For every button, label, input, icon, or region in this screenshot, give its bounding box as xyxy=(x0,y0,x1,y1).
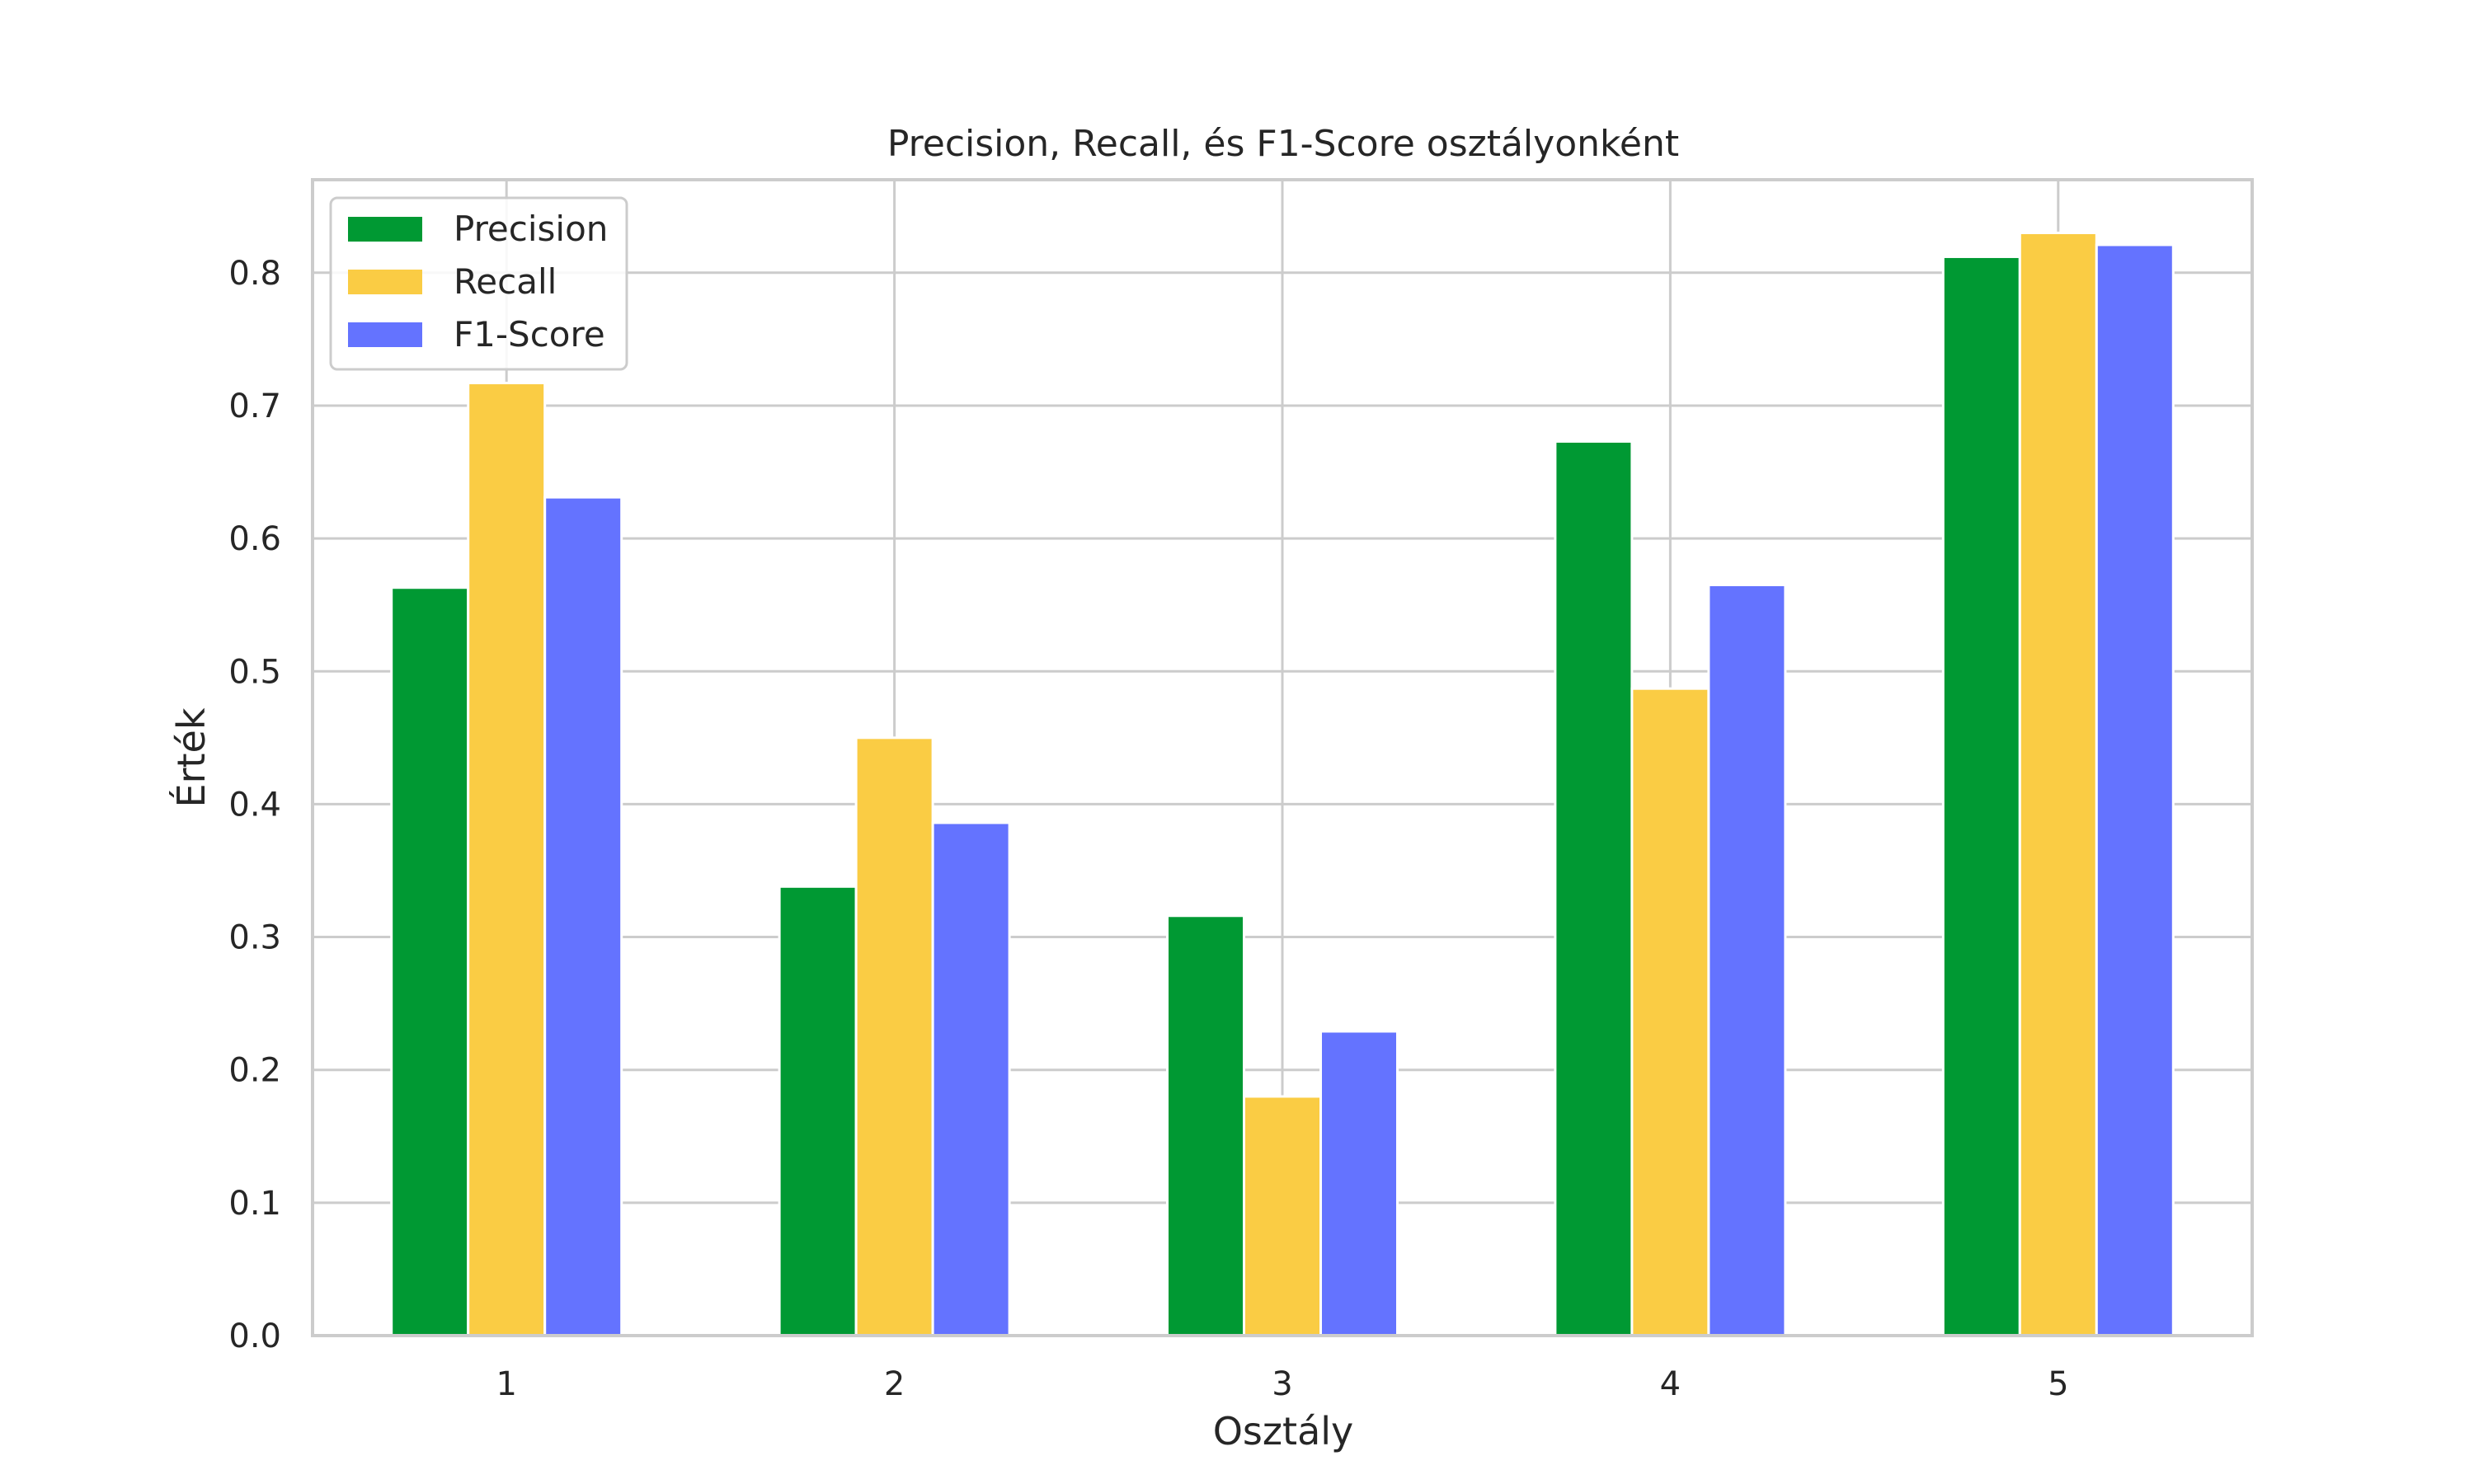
bar-f1-score-4 xyxy=(1707,584,1787,1337)
bar-f1-score-5 xyxy=(2095,243,2175,1337)
plot-frame xyxy=(311,178,2254,1337)
y-tick-label: 0.2 xyxy=(228,1052,281,1090)
legend-label: F1-Score xyxy=(454,314,605,355)
bar-precision-2 xyxy=(778,885,858,1337)
x-tick-label: 2 xyxy=(884,1365,905,1403)
legend-swatch xyxy=(348,322,422,347)
legend-label: Recall xyxy=(454,261,557,302)
legend-label: Precision xyxy=(454,209,608,249)
x-tick-label: 5 xyxy=(2048,1365,2068,1403)
x-tick-label: 1 xyxy=(496,1365,516,1403)
y-tick-label: 0.0 xyxy=(228,1317,281,1355)
bar-f1-score-2 xyxy=(931,821,1011,1337)
y-tick-label: 0.4 xyxy=(228,786,281,824)
y-tick-label: 0.8 xyxy=(228,255,281,293)
y-tick-label: 0.1 xyxy=(228,1185,281,1223)
bar-recall-2 xyxy=(854,736,934,1337)
bar-f1-score-3 xyxy=(1319,1030,1399,1337)
bar-precision-1 xyxy=(390,586,470,1337)
bar-recall-4 xyxy=(1630,687,1710,1337)
bar-precision-3 xyxy=(1166,914,1245,1337)
y-tick-label: 0.7 xyxy=(228,387,281,425)
x-tick-label: 4 xyxy=(1660,1365,1681,1403)
bar-f1-score-1 xyxy=(543,495,623,1337)
bar-recall-3 xyxy=(1243,1095,1322,1337)
legend-swatch xyxy=(348,270,422,294)
bar-recall-1 xyxy=(467,382,547,1337)
y-tick-label: 0.5 xyxy=(228,653,281,691)
tick-labels: 0.0 0.1 0.2 0.3 0.4 0.5 0.6 0.7 0.8 1 2 3 4 5 xyxy=(228,255,2068,1403)
legend: Precision Recall F1-Score xyxy=(329,196,628,371)
x-tick-label: 3 xyxy=(1272,1365,1292,1403)
legend-swatch xyxy=(348,217,422,242)
bar-recall-5 xyxy=(2018,231,2098,1337)
chart-title: Precision, Recall, és F1-Score osztályon… xyxy=(887,123,1679,165)
y-tick-label: 0.3 xyxy=(228,919,281,957)
bar-precision-5 xyxy=(1941,255,2021,1337)
y-axis-label: Érték xyxy=(169,707,214,807)
bar-precision-4 xyxy=(1554,439,1634,1337)
x-axis-label: Osztály xyxy=(1213,1409,1354,1453)
y-tick-label: 0.6 xyxy=(228,520,281,558)
